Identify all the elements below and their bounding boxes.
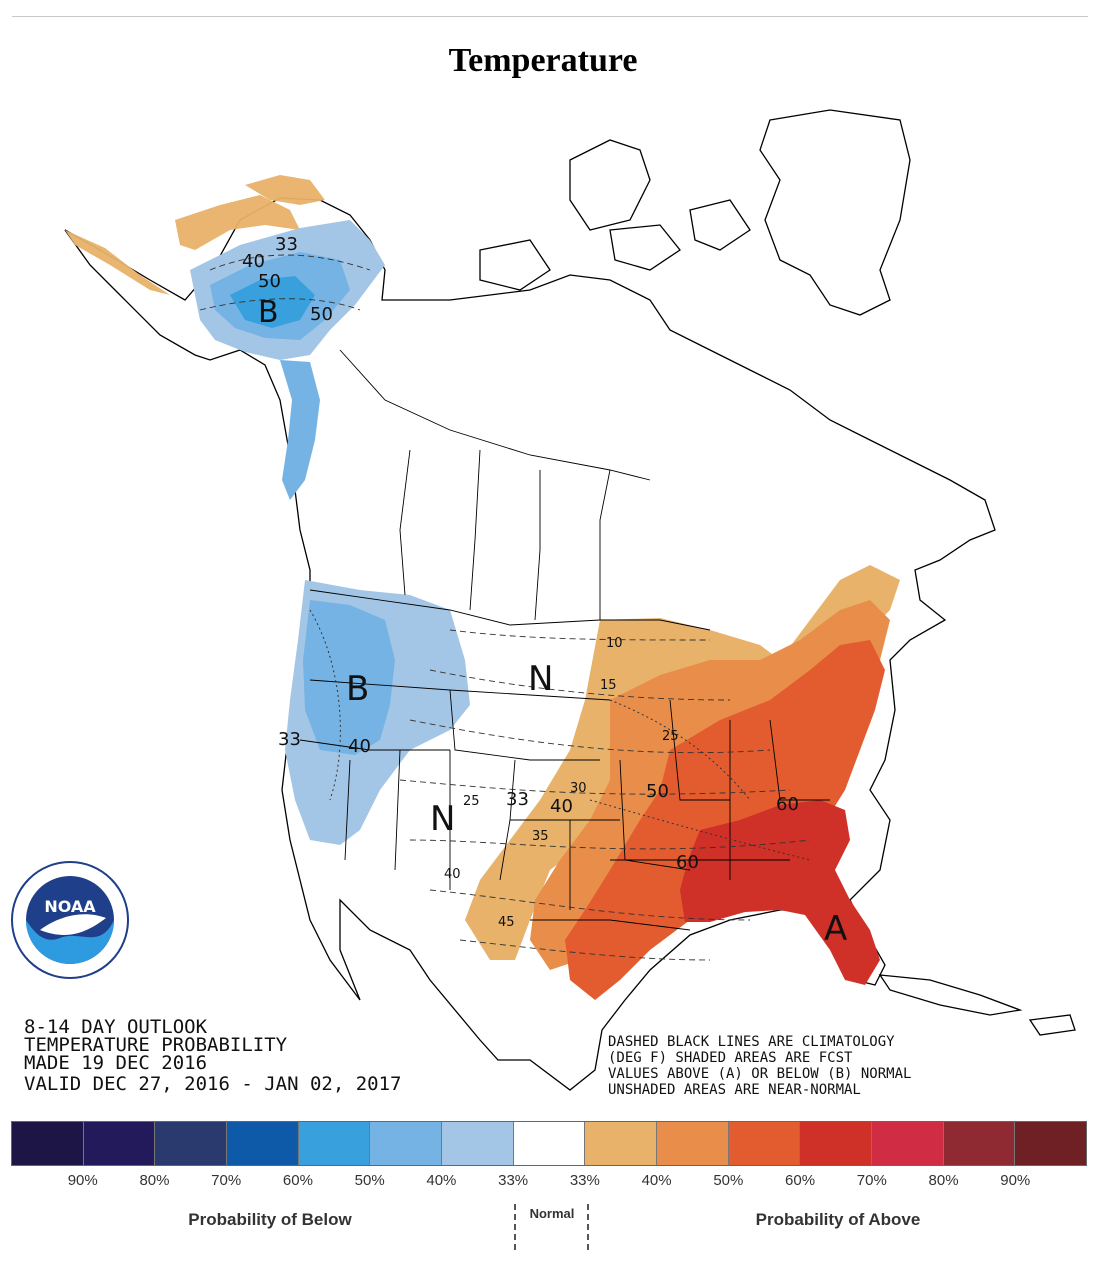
legend-swatch — [1015, 1122, 1087, 1165]
probability-contours — [309, 609, 811, 861]
legend-swatch — [943, 1122, 1016, 1165]
page-title: Temperature — [448, 42, 638, 79]
legend-tick: 60% — [785, 1172, 816, 1189]
legend-tick: 40% — [426, 1172, 457, 1189]
legend-swatch — [513, 1122, 586, 1165]
label-east-60: 60 — [776, 794, 799, 815]
label-plains-n: N — [528, 659, 553, 699]
alaska-above-shading — [65, 175, 325, 295]
outlook-info: 8-14 DAY OUTLOOK TEMPERATURE PROBABILITY… — [24, 1016, 402, 1095]
normal-right-divider — [587, 1204, 589, 1250]
legend-normal-label: Normal — [529, 1206, 575, 1221]
label-clim-10: 10 — [606, 636, 623, 651]
legend-swatch — [872, 1122, 944, 1165]
note-line-3: VALUES ABOVE (A) OR BELOW (B) NORMAL — [608, 1066, 911, 1082]
legend-tick: 50% — [354, 1172, 385, 1189]
label-central-40: 40 — [550, 796, 573, 817]
legend-swatch — [442, 1122, 514, 1165]
west-below-shading — [285, 580, 470, 845]
legend-tick: 80% — [928, 1172, 959, 1189]
legend-tick: 33% — [498, 1172, 529, 1189]
legend-swatch — [370, 1122, 443, 1165]
legend-color-bar — [11, 1121, 1087, 1166]
legend-swatch — [657, 1122, 729, 1165]
note-line-2: (DEG F) SHADED AREAS ARE FCST — [608, 1050, 853, 1066]
label-west-33: 33 — [278, 729, 301, 750]
normal-left-divider — [514, 1204, 516, 1250]
label-alaska-40: 40 — [242, 251, 265, 272]
label-central-50: 50 — [646, 781, 669, 802]
legend-swatch — [155, 1122, 228, 1165]
legend-tick: 70% — [856, 1172, 887, 1189]
outlook-line-3: MADE 19 DEC 2016 — [24, 1052, 207, 1074]
legend-tick-labels: 90% 80% 70% 60% 50% 40% 33% 33% 40% 50% 60% 70% 80% 9… — [11, 1172, 1087, 1192]
legend-swatch — [298, 1122, 371, 1165]
note-line-1: DASHED BLACK LINES ARE CLIMATOLOGY — [608, 1034, 895, 1050]
legend-tick: 90% — [1000, 1172, 1031, 1189]
legend-tick: 80% — [139, 1172, 170, 1189]
legend-tick: 90% — [67, 1172, 98, 1189]
climatology-lines — [199, 254, 811, 961]
legend-swatch — [12, 1122, 84, 1165]
legend-swatch — [227, 1122, 299, 1165]
label-southeast-a: A — [824, 909, 847, 949]
label-clim-30: 30 — [570, 781, 587, 796]
label-alaska-33: 33 — [275, 234, 298, 255]
legend-tick: 33% — [569, 1172, 600, 1189]
label-west-b: B — [346, 669, 369, 709]
label-clim-15: 15 — [600, 678, 617, 693]
top-divider — [12, 16, 1088, 17]
label-alaska-50a: 50 — [258, 271, 281, 292]
legend-tick: 60% — [282, 1172, 313, 1189]
legend-swatch — [800, 1122, 873, 1165]
legend-note: DASHED BLACK LINES ARE CLIMATOLOGY (DEG … — [608, 1034, 911, 1098]
label-clim-25b: 25 — [463, 794, 480, 809]
outlook-line-2: TEMPERATURE PROBABILITY — [24, 1034, 288, 1056]
label-clim-25a: 25 — [662, 729, 679, 744]
noaa-wordmark: NOAA — [44, 897, 96, 916]
outlook-line-1: 8-14 DAY OUTLOOK — [24, 1016, 208, 1038]
label-south-60: 60 — [676, 852, 699, 873]
outlook-map: B B N N A 33 40 50 50 33 40 33 40 50 60 … — [10, 100, 1090, 1110]
legend-swatch — [728, 1122, 801, 1165]
label-south-n: N — [430, 799, 455, 839]
east-above-shading — [465, 565, 900, 1000]
state-lines — [299, 349, 830, 931]
legend-swatch — [83, 1122, 156, 1165]
legend-above-label: Probability of Above — [755, 1210, 921, 1229]
label-clim-45: 45 — [498, 915, 515, 930]
legend-tick: 70% — [211, 1172, 242, 1189]
label-alaska-b: B — [258, 295, 279, 330]
legend-swatch — [585, 1122, 658, 1165]
legend-tick: 50% — [713, 1172, 744, 1189]
legend-tick: 40% — [641, 1172, 672, 1189]
alaska-below-shading — [190, 220, 385, 500]
outlook-line-4: VALID DEC 27, 2016 - JAN 02, 2017 — [24, 1073, 402, 1095]
label-clim-40: 40 — [444, 867, 461, 882]
legend-below-label: Probability of Below — [188, 1210, 352, 1229]
noaa-logo: NOAA — [11, 861, 129, 979]
label-alaska-50b: 50 — [310, 304, 333, 325]
label-central-33: 33 — [506, 789, 529, 810]
label-clim-35: 35 — [532, 829, 549, 844]
map-labels: B B N N A 33 40 50 50 33 40 33 40 50 60 … — [242, 234, 847, 949]
note-line-4: UNSHADED AREAS ARE NEAR-NORMAL — [608, 1082, 861, 1098]
label-west-40: 40 — [348, 736, 371, 757]
